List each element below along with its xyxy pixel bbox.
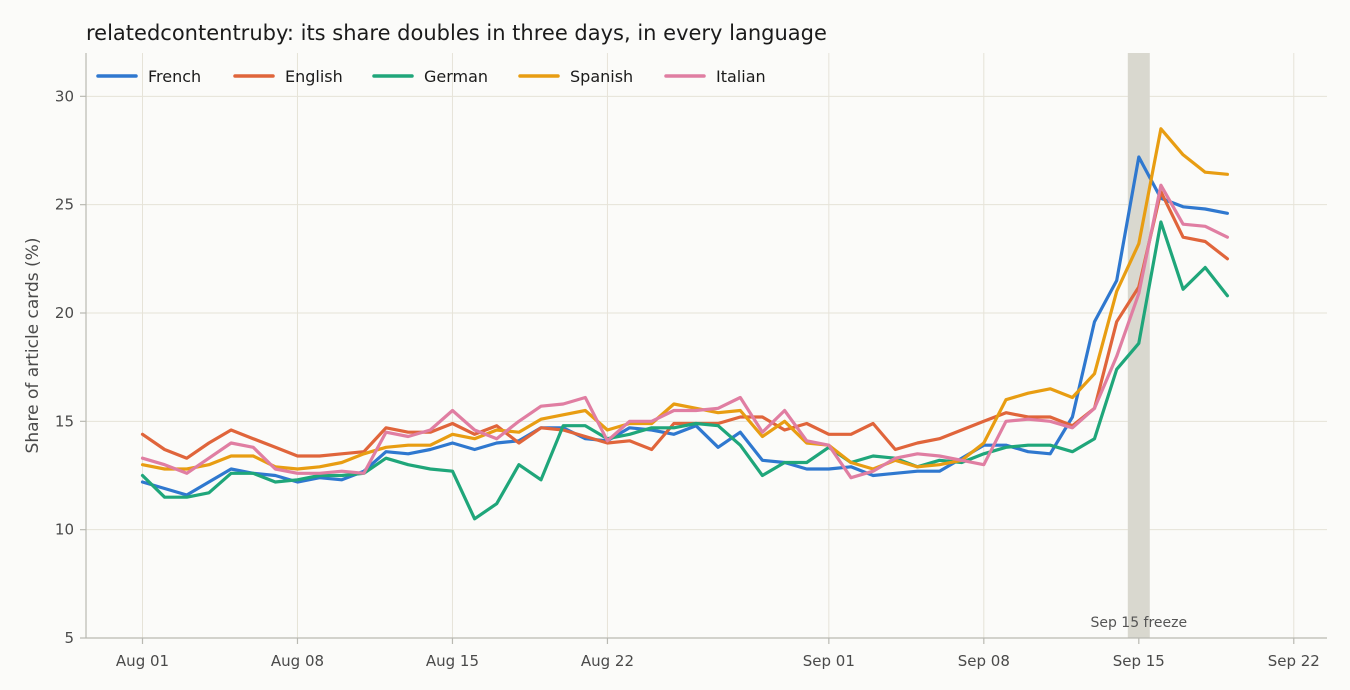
y-tick-label: 20 <box>55 304 74 322</box>
series-line-spanish <box>140 127 1230 471</box>
y-tick-label: 15 <box>55 412 74 430</box>
legend-label: Italian <box>716 67 766 86</box>
axes: 5 10 15 20 25 30 Aug 01 Aug 08 Aug 15 Aug 22 Sep 0… <box>55 53 1327 670</box>
series-line-french <box>140 155 1230 497</box>
chart-title: relatedcontentruby: its share doubles in… <box>86 21 827 45</box>
series-line-english <box>140 190 1230 460</box>
legend: French English German Spanish Italian <box>96 67 766 86</box>
series-line-german <box>140 220 1230 521</box>
x-tick-label: Aug 22 <box>581 652 634 670</box>
x-tick-label: Aug 08 <box>271 652 324 670</box>
legend-label: French <box>148 67 201 86</box>
x-tick-label: Aug 01 <box>116 652 169 670</box>
y-tick-label: 30 <box>55 87 74 105</box>
legend-label: English <box>285 67 343 86</box>
y-tick-label: 25 <box>55 196 74 214</box>
legend-label: Spanish <box>570 67 633 86</box>
y-tick-label: 10 <box>55 521 74 539</box>
y-tick-label: 5 <box>64 629 74 647</box>
series-lines <box>140 127 1230 521</box>
x-tick-label: Sep 22 <box>1268 652 1320 670</box>
freeze-annotation: Sep 15 freeze <box>1090 615 1187 631</box>
x-tick-label: Sep 08 <box>958 652 1010 670</box>
x-tick-label: Aug 15 <box>426 652 479 670</box>
x-tick-label: Sep 15 <box>1113 652 1165 670</box>
legend-label: German <box>424 67 488 86</box>
y-axis-label: Share of article cards (%) <box>23 238 43 454</box>
x-tick-label: Sep 01 <box>803 652 855 670</box>
series-line-italian <box>140 183 1230 480</box>
